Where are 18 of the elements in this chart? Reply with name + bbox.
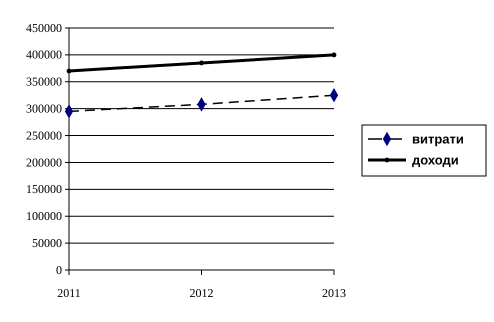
point <box>199 60 204 66</box>
point <box>332 52 336 58</box>
x-tick-label: 2012 <box>190 286 214 300</box>
y-tick-label: 300000 <box>26 102 62 116</box>
y-tick-label: 0 <box>56 262 62 277</box>
point <box>66 68 72 74</box>
y-tick-label: 400000 <box>26 48 62 62</box>
y-tick-label: 450000 <box>26 20 62 35</box>
y-tick-label: 50000 <box>32 236 62 250</box>
x-tick-label: 2013 <box>322 286 346 300</box>
y-tick-label: 100000 <box>26 209 62 224</box>
legend-label: доходи <box>412 152 459 168</box>
legend-label: витрати <box>412 132 464 147</box>
y-tick-label: 150000 <box>26 182 62 196</box>
y-tick-label: 200000 <box>26 155 62 170</box>
y-tick-label: 350000 <box>26 74 62 89</box>
x-tick-label: 2011 <box>57 286 81 300</box>
y-tick-label: 250000 <box>26 128 62 142</box>
